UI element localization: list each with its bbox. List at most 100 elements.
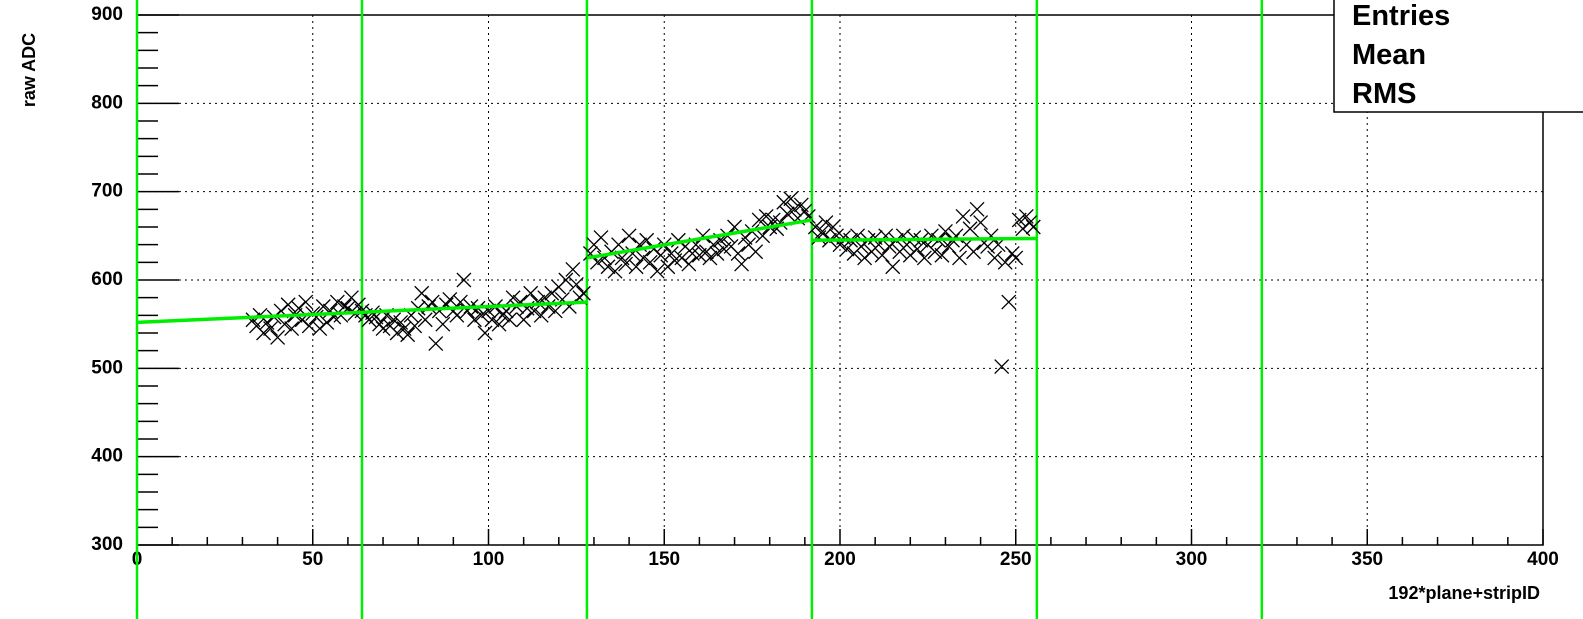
x-tick-label: 300 (1176, 549, 1208, 570)
stats-label: Entries (1352, 0, 1450, 32)
y-tick-label: 700 (91, 181, 123, 202)
point (934, 247, 950, 263)
point (818, 215, 834, 231)
point (284, 321, 300, 337)
y-tick-label: 300 (91, 534, 123, 555)
point (639, 232, 655, 248)
point (783, 191, 799, 207)
point (270, 329, 286, 345)
point (706, 237, 721, 253)
point (466, 312, 482, 328)
point (797, 203, 813, 219)
point (435, 316, 451, 332)
point (428, 336, 444, 352)
point (477, 325, 493, 341)
point (628, 259, 644, 275)
point (449, 307, 465, 323)
fit-line (136, 300, 587, 325)
point (994, 359, 1010, 375)
point (987, 250, 1003, 266)
point (748, 244, 764, 260)
point (955, 208, 971, 224)
x-tick-label: 350 (1351, 549, 1383, 570)
point (734, 256, 750, 272)
point (814, 223, 830, 239)
point (839, 241, 855, 257)
point (1011, 212, 1027, 228)
x-tick-label: 100 (473, 549, 505, 570)
point (983, 228, 999, 244)
point (424, 294, 440, 310)
point (1001, 294, 1017, 310)
point (730, 246, 746, 261)
point (973, 215, 989, 231)
y-tick-label: 800 (91, 92, 123, 113)
point (523, 285, 539, 301)
x-axis-label: 192*plane+stripID (1388, 583, 1540, 603)
stats-label: RMS (1352, 78, 1416, 110)
point (417, 312, 433, 328)
point (681, 256, 697, 272)
point (927, 244, 943, 260)
point (558, 272, 574, 288)
point (937, 223, 953, 239)
point (997, 254, 1013, 270)
point (256, 325, 271, 341)
point (1025, 219, 1041, 235)
point (635, 250, 651, 266)
point (407, 318, 423, 334)
x-tick-label: 200 (824, 549, 856, 570)
point (909, 241, 925, 257)
fit-line (586, 218, 813, 260)
point (807, 219, 823, 235)
point (874, 247, 890, 263)
y-tick-label: 900 (91, 4, 123, 25)
point (502, 312, 518, 328)
point (751, 212, 767, 228)
point (263, 321, 279, 337)
point (568, 276, 584, 292)
y-tick-label: 500 (91, 357, 123, 378)
y-axis-label: raw ADC (19, 33, 39, 107)
y-tick-label: 400 (91, 446, 123, 467)
point (962, 221, 978, 237)
point (565, 261, 581, 277)
point (952, 250, 967, 266)
point (533, 307, 549, 323)
point (642, 254, 658, 270)
point (277, 316, 293, 332)
stats-box (1333, 0, 1583, 113)
point (758, 208, 774, 224)
point (547, 303, 563, 319)
point (966, 244, 982, 260)
point (607, 263, 623, 279)
point (491, 316, 507, 332)
point (611, 237, 627, 253)
point (301, 318, 317, 334)
point (414, 285, 430, 301)
point (755, 228, 771, 244)
point (516, 312, 532, 328)
point (663, 246, 679, 261)
point (505, 290, 521, 306)
point (540, 299, 556, 314)
point (442, 291, 458, 307)
point (649, 263, 665, 279)
point (621, 228, 637, 244)
point (280, 297, 296, 313)
point (484, 312, 500, 328)
point (593, 230, 609, 246)
point (916, 250, 932, 266)
point (1008, 250, 1024, 266)
fit-line (811, 236, 1037, 242)
point (530, 294, 546, 310)
point (600, 259, 616, 275)
point (400, 327, 416, 343)
point (319, 314, 335, 330)
point (885, 259, 901, 275)
point (329, 294, 345, 310)
point (969, 201, 985, 217)
point (709, 246, 725, 261)
point (618, 256, 634, 272)
y-tick-label: 600 (91, 269, 123, 290)
